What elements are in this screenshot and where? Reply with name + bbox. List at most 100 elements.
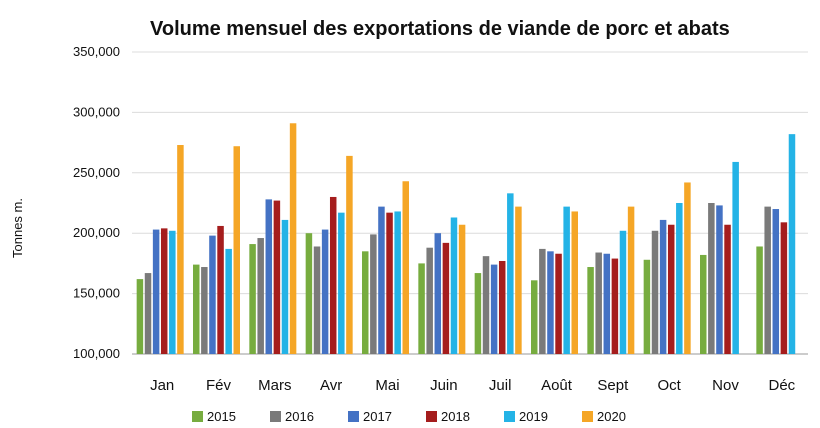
bar-2017-9 xyxy=(659,219,667,354)
bar-2020-0 xyxy=(177,145,184,354)
bar-2016-3 xyxy=(313,246,321,354)
bar-2019-0 xyxy=(169,230,176,354)
legend-label: 2016 xyxy=(285,409,314,424)
bar-2015-3 xyxy=(305,233,313,354)
bar-2015-0 xyxy=(136,279,144,354)
x-tick-label: Sept xyxy=(597,377,629,394)
bars-layer xyxy=(136,123,796,354)
bar-2015-8 xyxy=(587,267,594,354)
y-tick-label: 250,000 xyxy=(73,165,120,180)
bar-2019-7 xyxy=(563,206,570,354)
y-tick-label: 200,000 xyxy=(73,225,120,240)
bar-2015-7 xyxy=(531,280,538,354)
y-tick-label: 100,000 xyxy=(73,346,120,361)
bar-2020-1 xyxy=(233,146,240,354)
bar-2018-7 xyxy=(555,253,562,354)
bar-2015-11 xyxy=(756,246,763,354)
bar-2020-6 xyxy=(515,206,522,354)
bar-2017-6 xyxy=(490,264,498,354)
bar-2019-9 xyxy=(676,203,683,354)
y-tick-label: 350,000 xyxy=(73,44,120,59)
bar-2016-10 xyxy=(708,203,715,354)
bar-2019-4 xyxy=(394,211,401,354)
x-tick-label: Nov xyxy=(712,377,739,394)
bar-2019-1 xyxy=(225,248,232,354)
bar-2018-10 xyxy=(724,224,731,354)
grid-layer xyxy=(132,51,808,355)
bar-2015-10 xyxy=(700,254,707,354)
legend-swatch-2016 xyxy=(270,411,281,422)
bar-2018-11 xyxy=(780,222,788,354)
bar-2016-6 xyxy=(482,256,490,354)
legend-label: 2017 xyxy=(363,409,392,424)
bar-2017-11 xyxy=(772,209,780,354)
x-tick-label: Oct xyxy=(657,377,681,394)
bar-2017-10 xyxy=(716,205,723,354)
chart-title: Volume mensuel des exportations de viand… xyxy=(150,18,730,40)
bar-2017-2 xyxy=(265,199,273,354)
legend-swatch-2019 xyxy=(504,411,515,422)
bar-2016-9 xyxy=(651,230,659,354)
bar-2016-7 xyxy=(539,248,546,354)
x-tick-label: Mars xyxy=(258,377,291,394)
y-tick-label: 150,000 xyxy=(73,286,120,301)
bar-2020-9 xyxy=(684,182,691,354)
legend-swatch-2020 xyxy=(582,411,593,422)
bar-2016-1 xyxy=(201,267,208,354)
x-tick-label: Jan xyxy=(150,377,174,394)
legend-swatch-2018 xyxy=(426,411,437,422)
bar-2020-5 xyxy=(458,224,466,354)
bar-2020-4 xyxy=(402,181,409,354)
x-tick-label: Fév xyxy=(206,377,232,394)
bar-2020-8 xyxy=(627,206,635,354)
bar-2019-5 xyxy=(450,217,458,354)
bar-2016-4 xyxy=(370,234,377,354)
bar-2018-4 xyxy=(386,212,393,354)
bar-2018-3 xyxy=(329,196,337,354)
bar-2015-5 xyxy=(418,263,425,354)
x-axis: Jan Fév Mars Avr Mai Juin Juil Août Sept Oct Nov Dé… xyxy=(150,377,796,394)
x-tick-label: Juin xyxy=(430,377,458,394)
bar-2020-2 xyxy=(289,123,297,354)
legend-label: 2018 xyxy=(441,409,470,424)
bar-2018-8 xyxy=(611,258,619,354)
x-tick-label: Déc xyxy=(768,377,795,394)
legend-label: 2019 xyxy=(519,409,548,424)
bar-2017-8 xyxy=(603,253,611,354)
bar-2018-6 xyxy=(498,260,506,354)
bar-2017-5 xyxy=(434,233,442,354)
bar-2018-9 xyxy=(667,224,675,354)
bar-2017-7 xyxy=(547,251,554,354)
bar-2018-2 xyxy=(273,200,281,354)
legend: 2015 2016 2017 2018 2019 2020 xyxy=(192,409,626,424)
bar-2018-5 xyxy=(442,242,450,354)
bar-2017-4 xyxy=(378,206,385,354)
x-tick-label: Mai xyxy=(375,377,399,394)
y-axis-title: Tonnes m. xyxy=(10,198,25,258)
bar-2015-9 xyxy=(643,259,651,354)
y-tick-label: 300,000 xyxy=(73,104,120,119)
bar-2018-0 xyxy=(160,228,168,354)
legend-swatch-2015 xyxy=(192,411,203,422)
bar-2017-1 xyxy=(209,235,216,354)
bar-2015-6 xyxy=(474,273,482,354)
bar-2017-3 xyxy=(321,229,329,354)
bar-2016-11 xyxy=(764,206,771,354)
bar-2018-1 xyxy=(217,225,224,354)
y-axis: 100,000 150,000 200,000 250,000 300,000 350,0… xyxy=(73,44,120,361)
bar-2015-4 xyxy=(362,251,369,354)
x-tick-label: Juil xyxy=(489,377,512,394)
bar-2016-2 xyxy=(257,238,264,354)
bar-2019-10 xyxy=(732,161,739,354)
bar-2016-0 xyxy=(144,273,152,354)
bar-2020-3 xyxy=(346,155,353,354)
legend-label: 2015 xyxy=(207,409,236,424)
legend-swatch-2017 xyxy=(348,411,359,422)
bar-2015-2 xyxy=(249,244,256,354)
bar-2017-0 xyxy=(152,229,160,354)
bar-2016-8 xyxy=(595,252,602,354)
bar-2019-6 xyxy=(507,193,514,354)
bar-2019-11 xyxy=(788,134,796,354)
bar-2019-3 xyxy=(338,212,345,354)
